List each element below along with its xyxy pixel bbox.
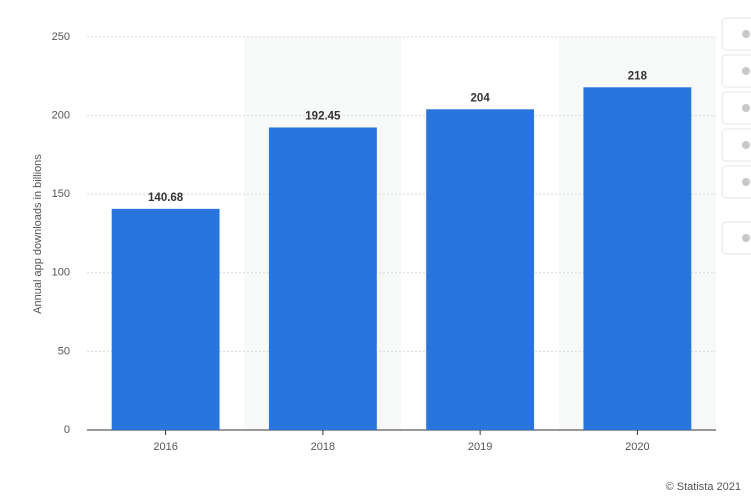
bar xyxy=(426,109,535,430)
toolbar-icon xyxy=(742,67,750,75)
y-tick-label: 50 xyxy=(58,345,70,357)
bar xyxy=(583,87,692,430)
toolbar-icon xyxy=(742,141,750,149)
y-tick-label: 200 xyxy=(52,110,70,122)
toolbar-button[interactable] xyxy=(721,17,751,51)
toolbar-button[interactable] xyxy=(721,221,751,255)
bar xyxy=(268,127,377,430)
value-label: 140.68 xyxy=(148,192,184,204)
toolbar xyxy=(721,17,751,255)
y-tick-label: 150 xyxy=(52,188,70,200)
toolbar-icon xyxy=(742,104,750,112)
x-tick-label: 2020 xyxy=(625,441,649,453)
toolbar-button[interactable] xyxy=(721,128,751,162)
value-label: 204 xyxy=(471,92,491,104)
toolbar-button[interactable] xyxy=(721,91,751,125)
bar xyxy=(111,208,220,430)
toolbar-icon xyxy=(742,178,750,186)
x-tick-label: 2018 xyxy=(311,441,335,453)
y-tick-label: 0 xyxy=(64,424,70,436)
value-label: 218 xyxy=(628,70,648,82)
x-tick-label: 2016 xyxy=(153,441,177,453)
y-tick-label: 250 xyxy=(52,31,70,43)
y-tick-label: 100 xyxy=(52,267,70,279)
x-tick-label: 2019 xyxy=(468,441,492,453)
value-label: 192.45 xyxy=(305,110,341,122)
toolbar-icon xyxy=(742,234,750,242)
credit: © Statista 2021 xyxy=(666,481,741,493)
toolbar-icon xyxy=(742,30,750,38)
toolbar-button[interactable] xyxy=(721,165,751,199)
toolbar-button[interactable] xyxy=(721,54,751,88)
y-axis-label: Annual app downloads in billions xyxy=(32,154,44,314)
